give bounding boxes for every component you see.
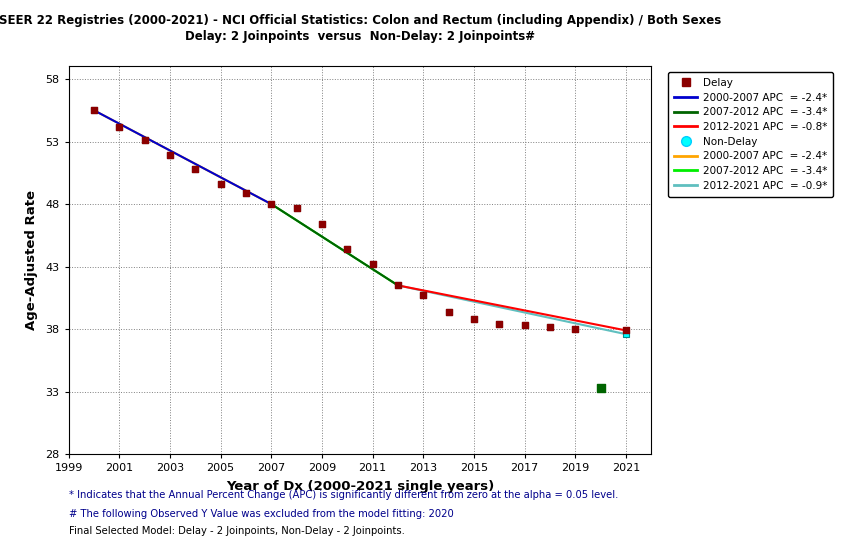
Point (290, 203, 303, 212)
Point (417, 291, 430, 300)
Text: SEER 22 Registries (2000-2021) - NCI Official Statistics: Colon and Rectum (incl: SEER 22 Registries (2000-2021) - NCI Off… (0, 14, 721, 27)
Point (189, 165, 202, 173)
Point (213, 179, 227, 188)
Text: Delay: 2 Joinpoints  versus  Non-Delay: 2 Joinpoints#: Delay: 2 Joinpoints versus Non-Delay: 2 … (185, 30, 535, 43)
Point (340, 245, 354, 254)
Point (441, 307, 455, 316)
Point (568, 325, 582, 334)
Point (213, 179, 227, 188)
Point (619, 326, 632, 335)
Point (239, 188, 253, 197)
Point (163, 151, 177, 160)
Point (568, 325, 582, 334)
Point (594, 383, 608, 392)
Point (391, 281, 405, 290)
Point (163, 151, 177, 160)
Point (112, 122, 126, 131)
Point (87, 106, 101, 115)
Point (493, 320, 506, 329)
Legend: Delay, 2000-2007 APC  = -2.4*, 2007-2012 APC  = -3.4*, 2012-2021 APC  = -0.8*, N: Delay, 2000-2007 APC = -2.4*, 2007-2012 … (668, 71, 833, 197)
Y-axis label: Age-Adjusted Rate: Age-Adjusted Rate (26, 191, 39, 330)
Point (315, 220, 329, 229)
X-axis label: Year of Dx (2000-2021 single years): Year of Dx (2000-2021 single years) (225, 480, 494, 493)
Point (417, 291, 430, 300)
Point (543, 322, 557, 331)
Point (467, 315, 481, 324)
Point (290, 203, 303, 212)
Point (518, 321, 531, 330)
Point (189, 165, 202, 173)
Point (441, 307, 455, 316)
Point (265, 199, 279, 208)
Point (87, 106, 101, 115)
Point (138, 136, 152, 145)
Point (467, 315, 481, 324)
Point (239, 188, 253, 197)
Point (543, 322, 557, 331)
Point (315, 220, 329, 229)
Point (391, 281, 405, 290)
Text: * Indicates that the Annual Percent Change (APC) is significantly different from: * Indicates that the Annual Percent Chan… (69, 490, 618, 500)
Point (265, 199, 279, 208)
Point (366, 260, 380, 269)
Point (493, 320, 506, 329)
Point (366, 260, 380, 269)
Point (138, 136, 152, 145)
Point (518, 321, 531, 330)
Point (340, 245, 354, 254)
Point (112, 122, 126, 131)
Text: Final Selected Model: Delay - 2 Joinpoints, Non-Delay - 2 Joinpoints.: Final Selected Model: Delay - 2 Joinpoin… (69, 526, 405, 536)
Point (619, 330, 632, 338)
Text: # The following Observed Y Value was excluded from the model fitting: 2020: # The following Observed Y Value was exc… (69, 509, 453, 519)
